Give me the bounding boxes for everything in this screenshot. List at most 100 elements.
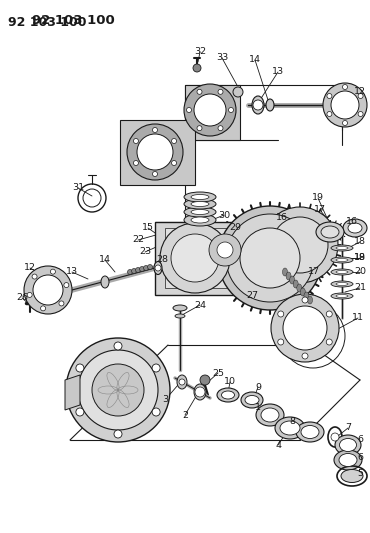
- Ellipse shape: [280, 421, 300, 435]
- Ellipse shape: [331, 281, 353, 287]
- Circle shape: [271, 294, 339, 362]
- Circle shape: [78, 350, 158, 430]
- Ellipse shape: [184, 199, 216, 209]
- Circle shape: [326, 339, 332, 345]
- Circle shape: [172, 160, 176, 166]
- Ellipse shape: [191, 201, 209, 206]
- Circle shape: [152, 364, 160, 372]
- Ellipse shape: [334, 450, 362, 470]
- Circle shape: [194, 94, 226, 126]
- Text: 7: 7: [345, 424, 351, 432]
- Circle shape: [331, 91, 359, 119]
- Circle shape: [323, 83, 367, 127]
- Ellipse shape: [336, 259, 348, 262]
- Circle shape: [50, 269, 55, 274]
- Circle shape: [233, 87, 243, 97]
- Circle shape: [33, 275, 63, 305]
- Text: 14: 14: [249, 55, 261, 64]
- Ellipse shape: [307, 296, 313, 304]
- Ellipse shape: [331, 269, 353, 275]
- Ellipse shape: [297, 284, 302, 292]
- Ellipse shape: [184, 214, 216, 226]
- Circle shape: [134, 160, 138, 166]
- Ellipse shape: [293, 280, 298, 288]
- Text: 28: 28: [156, 255, 168, 264]
- Circle shape: [24, 266, 72, 314]
- Ellipse shape: [173, 305, 187, 311]
- Ellipse shape: [335, 435, 361, 455]
- Circle shape: [172, 139, 176, 143]
- Circle shape: [327, 93, 332, 99]
- Polygon shape: [185, 85, 240, 140]
- Text: 29: 29: [229, 223, 241, 232]
- Text: 12: 12: [354, 87, 366, 96]
- Text: 31: 31: [72, 183, 84, 192]
- Circle shape: [326, 311, 332, 317]
- Circle shape: [283, 306, 327, 350]
- Text: 17: 17: [314, 206, 326, 214]
- Text: 18: 18: [354, 238, 366, 246]
- Circle shape: [76, 408, 84, 416]
- Polygon shape: [120, 120, 195, 185]
- Ellipse shape: [191, 195, 209, 199]
- Circle shape: [278, 311, 284, 317]
- Circle shape: [331, 433, 339, 441]
- Ellipse shape: [191, 217, 209, 223]
- Circle shape: [209, 234, 241, 266]
- Ellipse shape: [339, 454, 357, 466]
- Circle shape: [59, 301, 64, 306]
- Text: 16: 16: [276, 214, 288, 222]
- Polygon shape: [165, 228, 285, 288]
- Circle shape: [358, 93, 363, 99]
- Text: 25: 25: [212, 368, 224, 377]
- Circle shape: [218, 206, 322, 310]
- Circle shape: [217, 242, 233, 258]
- Ellipse shape: [331, 245, 353, 251]
- Text: 20: 20: [354, 268, 366, 277]
- Ellipse shape: [348, 223, 362, 233]
- Ellipse shape: [275, 417, 305, 439]
- Circle shape: [41, 306, 46, 311]
- Text: 92 103 100: 92 103 100: [32, 14, 115, 27]
- Circle shape: [114, 342, 122, 350]
- Ellipse shape: [301, 425, 319, 439]
- Text: 15: 15: [142, 223, 154, 232]
- Text: 13: 13: [272, 68, 284, 77]
- Circle shape: [302, 353, 308, 359]
- Ellipse shape: [331, 293, 353, 299]
- Text: 8: 8: [289, 417, 295, 426]
- Circle shape: [302, 297, 308, 303]
- Polygon shape: [155, 222, 295, 295]
- Circle shape: [197, 90, 202, 94]
- Circle shape: [137, 134, 173, 170]
- Text: 32: 32: [194, 47, 206, 56]
- Ellipse shape: [336, 271, 348, 273]
- Circle shape: [179, 379, 185, 385]
- Ellipse shape: [266, 99, 274, 111]
- Circle shape: [148, 264, 152, 270]
- Circle shape: [240, 228, 300, 288]
- Text: 2: 2: [182, 410, 188, 419]
- Ellipse shape: [316, 222, 344, 242]
- Ellipse shape: [194, 384, 206, 400]
- Circle shape: [343, 85, 347, 90]
- Circle shape: [135, 268, 141, 272]
- Circle shape: [144, 265, 148, 271]
- Text: 16: 16: [346, 217, 358, 227]
- Ellipse shape: [300, 288, 305, 296]
- Ellipse shape: [175, 314, 185, 318]
- Circle shape: [358, 111, 363, 117]
- Ellipse shape: [321, 226, 339, 238]
- Ellipse shape: [336, 246, 348, 249]
- Ellipse shape: [343, 219, 367, 237]
- Ellipse shape: [177, 375, 187, 389]
- Ellipse shape: [331, 257, 353, 263]
- Circle shape: [128, 270, 132, 274]
- Circle shape: [152, 408, 160, 416]
- Circle shape: [160, 223, 230, 293]
- Ellipse shape: [241, 392, 263, 408]
- Ellipse shape: [261, 408, 279, 422]
- Ellipse shape: [101, 276, 109, 288]
- Ellipse shape: [217, 388, 239, 402]
- Text: 6: 6: [357, 453, 363, 462]
